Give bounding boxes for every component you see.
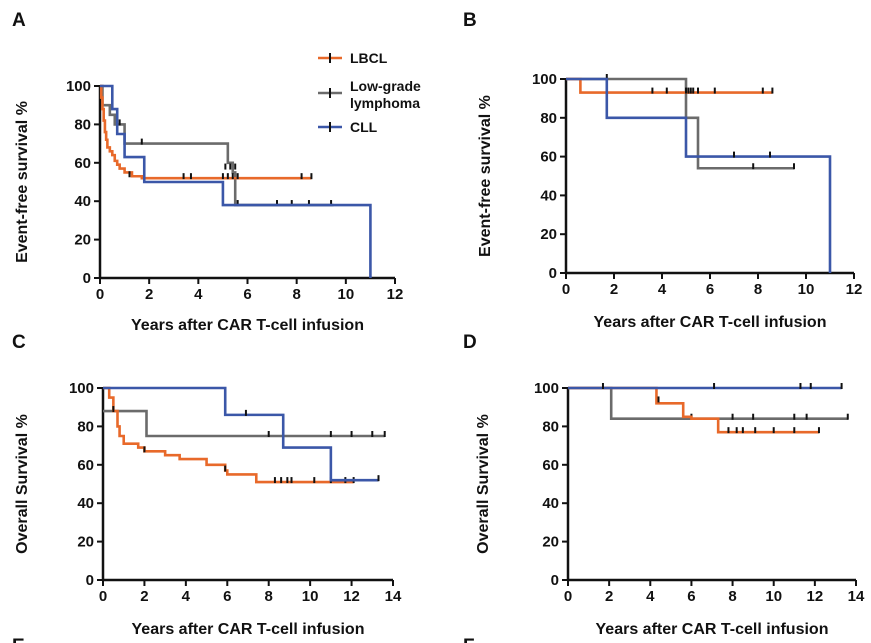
series-line-lbcl-d (568, 386, 819, 434)
x-tick-label-b: 12 (846, 281, 863, 298)
y-axis-label-b: Event-free survival % (477, 95, 494, 257)
x-axis-label-a: Years after CAR T-cell infusion (131, 317, 364, 334)
y-tick-label-c: 40 (77, 495, 94, 512)
panel-label-e: E (12, 636, 25, 643)
x-tick-label-d: 8 (728, 588, 736, 605)
x-tick-label-a: 4 (194, 286, 203, 303)
y-axis-label-c: Overall Survival % (14, 414, 31, 554)
y-tick-label-d: 0 (551, 572, 559, 589)
y-axis-label-d: Overall Survival % (475, 414, 492, 554)
y-tick-label-d: 60 (542, 457, 559, 474)
y-tick-label-a: 60 (74, 155, 91, 172)
y-tick-label-b: 40 (540, 187, 557, 204)
x-tick-label-d: 14 (848, 588, 865, 605)
y-tick-label-d: 20 (542, 534, 559, 551)
legend-label-lbcl: LBCL (350, 50, 388, 66)
y-tick-label-c: 100 (69, 380, 94, 397)
series-line-cll-c (103, 386, 379, 482)
y-tick-label-b: 100 (532, 71, 557, 88)
x-tick-label-b: 6 (706, 281, 714, 298)
panel-label-f: F (463, 636, 475, 643)
x-tick-label-b: 4 (658, 281, 667, 298)
series-line-lbcl-a (99, 84, 312, 180)
x-tick-label-b: 2 (610, 281, 618, 298)
legend-label-low-grade-1: Low-grade (350, 78, 421, 94)
x-tick-label-d: 2 (605, 588, 613, 605)
x-tick-label-c: 6 (223, 588, 231, 605)
x-axis-label-b: Years after CAR T-cell infusion (594, 314, 827, 331)
legend-item-low-grade-lymphoma: Low-grade lymphoma (318, 78, 421, 111)
panel-b: 0 2 4 6 8 10 12 0 20 40 60 80 100 Years after CAR T-c… (477, 71, 862, 331)
x-axis-label-d: Years after CAR T-cell infusion (596, 621, 829, 638)
x-tick-label-a: 12 (387, 286, 404, 303)
series-line-low-grade-lymphoma-c (103, 409, 385, 438)
y-tick-label-b: 60 (540, 149, 557, 166)
series-line-low-grade-lymphoma-a (100, 84, 334, 207)
panel-d: 0 2 4 6 8 10 12 14 0 20 40 60 80 100 Years after CAR T… (475, 380, 865, 638)
y-tick-label-a: 100 (66, 78, 91, 95)
panel-label-a: A (12, 10, 26, 31)
x-tick-label-b: 8 (754, 281, 762, 298)
x-tick-label-c: 10 (302, 588, 319, 605)
y-tick-label-a: 80 (74, 116, 91, 133)
x-tick-label-a: 8 (292, 286, 300, 303)
y-tick-label-a: 40 (74, 193, 91, 210)
y-tick-label-d: 100 (534, 380, 559, 397)
legend-label-cll: CLL (350, 119, 378, 135)
panel-a: 0 2 4 6 8 10 12 0 20 40 60 80 100 Years after CAR T-c… (14, 78, 403, 334)
x-tick-label-b: 0 (562, 281, 570, 298)
x-tick-label-c: 12 (343, 588, 360, 605)
y-tick-label-b: 20 (540, 226, 557, 243)
x-tick-label-c: 4 (182, 588, 191, 605)
x-tick-label-d: 10 (765, 588, 782, 605)
y-tick-label-b: 80 (540, 110, 557, 127)
x-tick-label-c: 8 (265, 588, 273, 605)
y-tick-label-c: 80 (77, 418, 94, 435)
x-tick-label-a: 6 (243, 286, 251, 303)
legend-label-low-grade-2: lymphoma (350, 95, 420, 111)
series-line-cll-a (100, 84, 372, 278)
x-tick-label-d: 0 (564, 588, 572, 605)
y-tick-label-c: 20 (77, 534, 94, 551)
panel-label-d: D (463, 332, 477, 353)
legend-item-cll: CLL (318, 119, 378, 135)
y-tick-label-a: 0 (83, 270, 91, 287)
y-tick-label-a: 20 (74, 232, 91, 249)
series-line-low-grade-lymphoma-b (566, 77, 794, 170)
legend-item-lbcl: LBCL (318, 50, 388, 66)
y-tick-label-c: 0 (86, 572, 94, 589)
x-tick-label-d: 6 (687, 588, 695, 605)
series-line-lbcl-b (566, 77, 773, 94)
x-tick-label-a: 10 (337, 286, 354, 303)
x-tick-label-c: 14 (385, 588, 402, 605)
x-axis-label-c: Years after CAR T-cell infusion (132, 621, 365, 638)
x-tick-label-d: 12 (807, 588, 824, 605)
y-axis-label-a: Event-free survival % (14, 101, 31, 263)
x-tick-label-c: 0 (99, 588, 107, 605)
x-tick-label-a: 2 (145, 286, 153, 303)
panel-label-b: B (463, 10, 477, 31)
x-tick-label-b: 10 (798, 281, 815, 298)
x-tick-label-c: 2 (140, 588, 148, 605)
y-tick-label-d: 80 (542, 418, 559, 435)
x-tick-label-a: 0 (96, 286, 104, 303)
y-tick-label-d: 40 (542, 495, 559, 512)
legend: LBCL Low-grade lymphoma CLL (318, 50, 421, 135)
y-tick-label-c: 60 (77, 457, 94, 474)
y-tick-label-b: 0 (549, 265, 557, 282)
panel-label-c: C (12, 332, 26, 353)
series-line-cll-b (566, 77, 832, 273)
panel-c: 0 2 4 6 8 10 12 14 0 20 40 60 80 100 Years after CAR T… (14, 380, 402, 638)
x-tick-label-d: 4 (646, 588, 655, 605)
